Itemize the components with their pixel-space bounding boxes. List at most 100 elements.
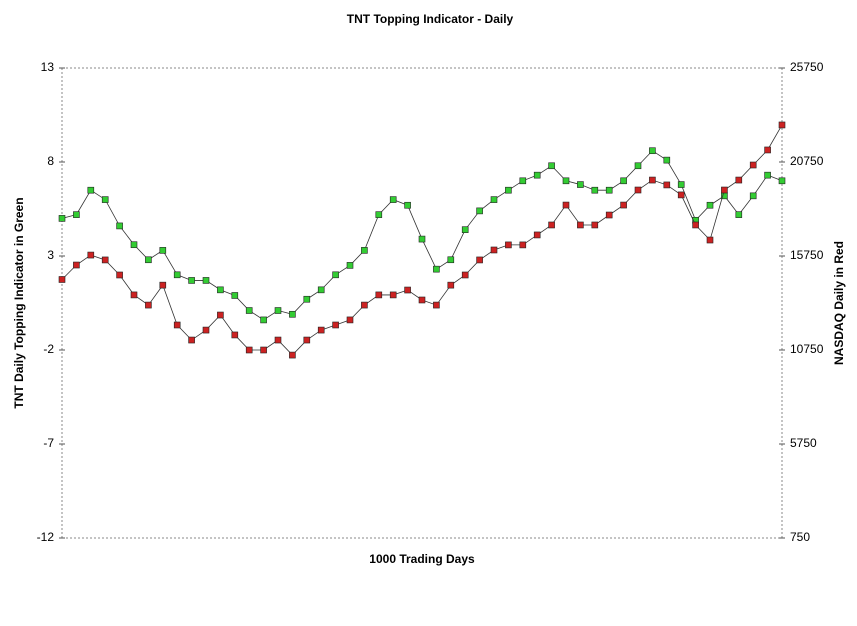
data-point [260, 346, 267, 354]
data-point [389, 291, 397, 299]
data-point [116, 271, 123, 279]
data-point [317, 286, 325, 294]
data-point [677, 181, 685, 188]
data-point [404, 286, 411, 294]
data-point [375, 291, 383, 299]
data-point [677, 191, 685, 199]
data-point [289, 351, 296, 359]
data-point [706, 201, 714, 209]
data-point [735, 176, 743, 184]
data-point [605, 186, 613, 194]
y-tick-label: 3 [47, 248, 54, 262]
data-point [721, 186, 728, 194]
data-point [58, 215, 66, 222]
data-point [217, 286, 224, 294]
data-point [562, 177, 570, 185]
data-point [634, 186, 642, 194]
data-point [73, 261, 80, 269]
data-point [87, 186, 95, 194]
data-point [591, 186, 599, 194]
data-point [361, 301, 368, 309]
data-point [519, 241, 527, 249]
data-point [764, 171, 771, 179]
y2-tick-label: 5750 [790, 436, 817, 450]
data-point [260, 316, 267, 324]
data-point [361, 247, 368, 254]
data-point [692, 221, 699, 229]
data-point [778, 121, 786, 129]
y-tick-label: -12 [37, 530, 55, 544]
data-point [505, 241, 512, 249]
data-point [433, 301, 440, 309]
y2-axis-title: NASDAQ Daily in Red [832, 241, 846, 365]
data-point [332, 321, 339, 329]
data-point [562, 201, 570, 209]
data-point [101, 196, 109, 203]
data-point [274, 307, 282, 314]
data-point [735, 211, 743, 218]
data-point [217, 311, 224, 319]
data-point [145, 256, 152, 264]
data-point [591, 221, 599, 229]
data-point [663, 156, 671, 164]
data-point [447, 256, 455, 264]
data-point [375, 211, 383, 218]
y2-tick-label: 20750 [790, 154, 824, 168]
data-point [317, 326, 325, 334]
data-point [231, 292, 239, 299]
data-point [159, 247, 167, 254]
data-point [303, 336, 311, 344]
chart-title: TNT Topping Indicator - Daily [347, 12, 514, 26]
data-point [173, 321, 181, 329]
data-point [548, 162, 555, 170]
data-point [605, 211, 613, 219]
data-point [461, 271, 469, 279]
data-point [389, 196, 397, 203]
y2-tick-label: 25750 [790, 60, 824, 74]
data-point [289, 310, 296, 318]
data-point [73, 211, 80, 218]
data-point [303, 295, 311, 303]
data-point [476, 207, 483, 215]
data-point [461, 226, 469, 233]
data-point [649, 176, 656, 184]
data-point [620, 177, 627, 185]
data-point [649, 147, 656, 155]
data-point [663, 181, 671, 189]
data-point [87, 251, 95, 259]
data-point [332, 271, 339, 279]
y2-tick-label: 15750 [790, 248, 824, 262]
data-point [533, 171, 541, 179]
data-point [447, 281, 455, 289]
x-axis-title: 1000 Trading Days [369, 552, 475, 566]
data-point [159, 281, 167, 289]
data-point [418, 235, 426, 243]
data-point [505, 186, 512, 194]
data-point [101, 256, 109, 264]
y-tick-label: -2 [43, 342, 54, 356]
data-point [548, 221, 555, 229]
data-point [577, 221, 584, 229]
data-point [130, 241, 138, 249]
data-point [245, 307, 253, 314]
data-point [145, 301, 152, 309]
data-point [231, 331, 239, 339]
data-point [202, 277, 210, 284]
data-point [490, 196, 498, 203]
y-tick-label: -7 [43, 436, 54, 450]
data-point [577, 181, 584, 188]
data-point [274, 336, 282, 344]
data-point [533, 231, 541, 239]
data-point [130, 291, 138, 299]
data-point [764, 146, 771, 154]
data-point [749, 192, 757, 200]
data-point [476, 256, 483, 264]
data-point [433, 265, 440, 273]
data-point [245, 346, 253, 354]
data-point [404, 201, 411, 209]
y-tick-label: 13 [41, 60, 55, 74]
data-point [116, 222, 123, 230]
data-point [173, 271, 181, 279]
